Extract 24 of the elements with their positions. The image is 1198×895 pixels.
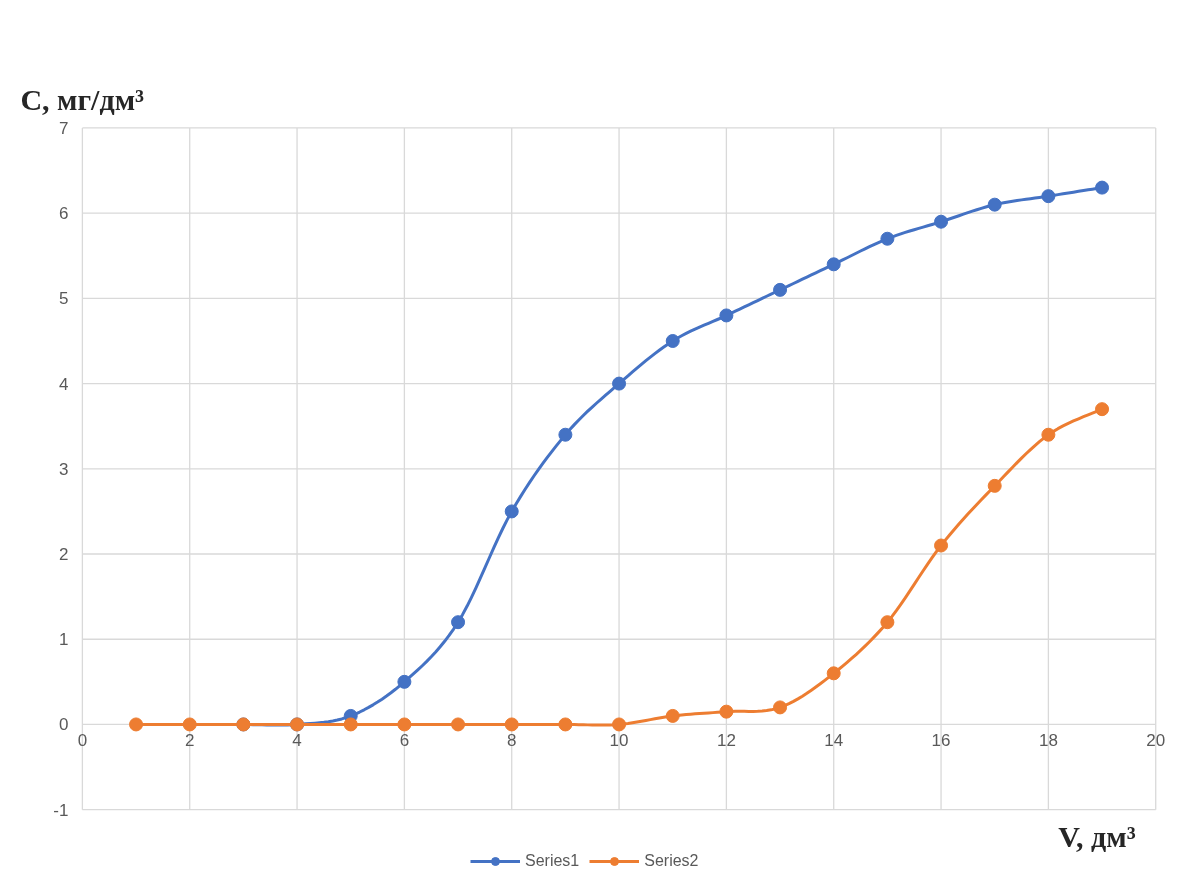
y-tick-label: 1: [58, 630, 69, 650]
y-tick-label: 4: [58, 374, 69, 394]
y-tick-label: 7: [58, 118, 69, 138]
x-tick-label: 8: [506, 731, 517, 751]
x-tick-label: 2: [185, 731, 195, 751]
y-tick-label: 0: [58, 715, 69, 735]
legend-label: Series2: [644, 852, 699, 870]
x-tick-label: 6: [399, 731, 410, 751]
x-axis-title: V, дм³: [1058, 819, 1136, 853]
y-axis-title: C, мг/дм³: [20, 82, 145, 116]
y-tick-label: -1: [53, 800, 69, 820]
y-tick-label: 2: [58, 545, 69, 565]
x-tick-label: 0: [77, 731, 88, 751]
x-tick-label: 10: [609, 731, 629, 751]
x-tick-label: 18: [1038, 731, 1058, 751]
x-tick-label: 16: [931, 731, 951, 751]
x-tick-label: 4: [292, 731, 302, 751]
y-tick-label: 6: [58, 204, 69, 224]
y-tick-label: 3: [58, 459, 69, 479]
x-tick-label: 20: [1146, 731, 1166, 751]
legend-label: Series1: [525, 852, 580, 870]
y-tick-label: 5: [58, 289, 69, 309]
x-tick-label: 14: [824, 731, 844, 751]
x-tick-label: 12: [716, 731, 736, 751]
